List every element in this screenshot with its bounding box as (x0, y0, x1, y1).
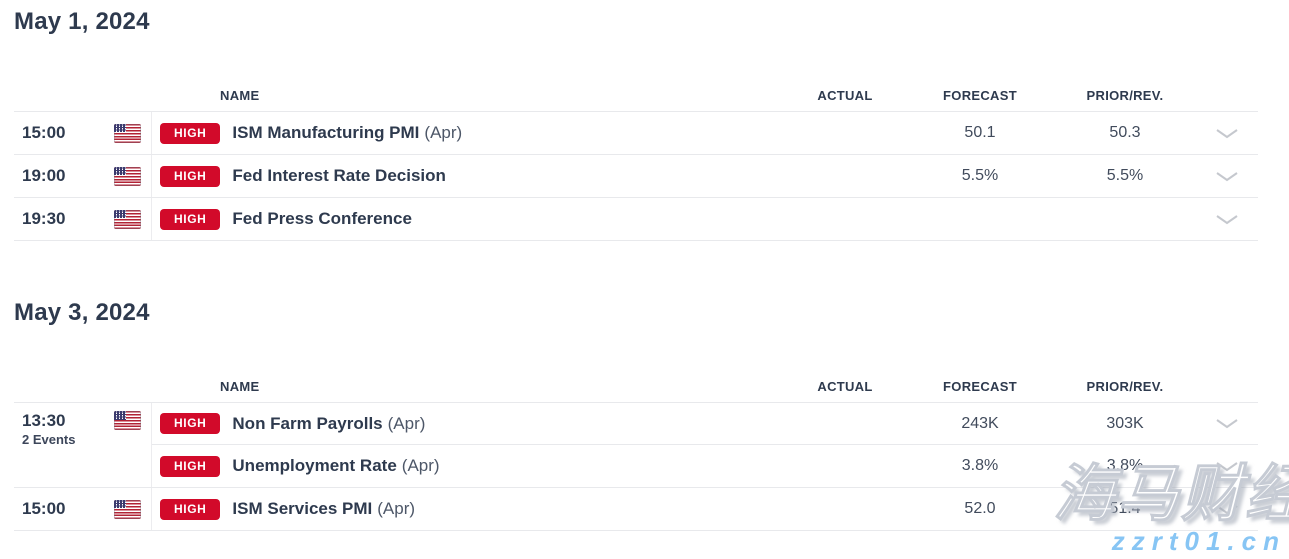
us-flag-icon (114, 209, 141, 229)
event-name-cell: HIGH ISM Services PMI (Apr) (152, 498, 785, 520)
event-time: 19:00 (22, 166, 66, 185)
event-group: 13:30 2 Events HIGH Non Farm Payrolls (A… (14, 403, 1258, 488)
time-cell: 19:30 (14, 198, 152, 240)
prior-value: 303K (1106, 414, 1144, 432)
event-name-cell: HIGH Fed Interest Rate Decision (152, 165, 785, 187)
event-name-cell: HIGH Fed Press Conference (152, 208, 785, 230)
column-header-prior: PRIOR/REV. (1086, 379, 1164, 394)
importance-badge: HIGH (160, 165, 221, 187)
prior-value: 50.3 (1109, 124, 1141, 141)
event-name-cell: HIGH Non Farm Payrolls (Apr) (152, 413, 785, 434)
event-time: 13:30 (22, 411, 66, 430)
calendar-day-section: May 1, 2024 NAME ACTUAL FORECAST PRIOR/R… (14, 8, 1258, 241)
chevron-down-icon (1215, 419, 1238, 429)
us-flag-icon (114, 166, 141, 186)
date-heading: May 1, 2024 (14, 8, 150, 35)
event-time: 15:00 (22, 499, 66, 518)
chevron-down-icon (1215, 171, 1238, 181)
column-header-forecast: FORECAST (943, 379, 1017, 394)
event-group: 19:30 HIGH Fed Press Conference (14, 198, 1258, 241)
event-name-cell: HIGH Unemployment Rate (Apr) (152, 455, 785, 477)
column-header-name: NAME (220, 88, 260, 103)
column-header-prior: PRIOR/REV. (1086, 88, 1164, 103)
importance-badge: HIGH (160, 122, 221, 144)
expand-row-button[interactable] (1195, 460, 1258, 473)
importance-badge: HIGH (160, 455, 221, 477)
expand-row-button[interactable] (1195, 127, 1258, 140)
time-cell: 15:00 (14, 112, 152, 154)
expand-row-button[interactable] (1195, 213, 1258, 226)
us-flag-icon (114, 499, 141, 519)
event-time: 15:00 (22, 123, 66, 142)
forecast-value: 243K (961, 414, 999, 432)
event-name-cell: HIGH ISM Manufacturing PMI (Apr) (152, 122, 785, 144)
event-period: (Apr) (377, 499, 416, 518)
prior-value: 3.8% (1106, 457, 1144, 474)
event-row[interactable]: HIGH Non Farm Payrolls (Apr) 243K 303K (152, 403, 1258, 445)
us-flag-icon (114, 123, 141, 143)
event-row[interactable]: HIGH Unemployment Rate (Apr) 3.8% 3.8% (152, 445, 1258, 487)
importance-badge: HIGH (160, 208, 221, 230)
forecast-value: 3.8% (961, 457, 999, 474)
chevron-down-icon (1215, 214, 1238, 224)
event-name: Non Farm Payrolls (232, 413, 383, 433)
date-heading: May 3, 2024 (14, 299, 150, 326)
importance-badge: HIGH (160, 413, 221, 434)
event-row[interactable]: HIGH Fed Interest Rate Decision 5.5% 5.5… (152, 155, 1258, 197)
event-group: 15:00 HIGH ISM Manufacturing PMI (Apr) 5… (14, 112, 1258, 155)
time-cell: 19:00 (14, 155, 152, 197)
time-cell: 13:30 2 Events (14, 403, 152, 487)
event-group: 15:00 HIGH ISM Services PMI (Apr) 52.0 5… (14, 488, 1258, 531)
event-group: 19:00 HIGH Fed Interest Rate Decision 5.… (14, 155, 1258, 198)
importance-badge: HIGH (160, 498, 221, 520)
table-header-row: NAME ACTUAL FORECAST PRIOR/REV. (14, 371, 1258, 403)
expand-row-button[interactable] (1195, 503, 1258, 516)
forecast-value: 52.0 (964, 500, 996, 517)
event-time: 19:30 (22, 209, 66, 228)
column-header-forecast: FORECAST (943, 88, 1017, 103)
events-table: NAME ACTUAL FORECAST PRIOR/REV. 13:30 2 … (14, 371, 1258, 531)
events-table: NAME ACTUAL FORECAST PRIOR/REV. 15:00 (14, 80, 1258, 241)
chevron-down-icon (1215, 128, 1238, 138)
event-name: ISM Services PMI (232, 499, 373, 518)
event-count-label: 2 Events (22, 432, 76, 447)
expand-row-button[interactable] (1195, 170, 1258, 183)
event-name: Unemployment Rate (232, 456, 397, 475)
expand-row-button[interactable] (1195, 417, 1258, 430)
us-flag-icon (114, 411, 141, 430)
event-period: (Apr) (401, 456, 440, 475)
event-name: ISM Manufacturing PMI (232, 123, 420, 142)
prior-value: 51.4 (1109, 500, 1141, 517)
event-row[interactable]: HIGH Fed Press Conference (152, 198, 1258, 240)
chevron-down-icon (1215, 461, 1238, 471)
column-header-actual: ACTUAL (817, 379, 873, 394)
event-row[interactable]: HIGH ISM Services PMI (Apr) 52.0 51.4 (152, 488, 1258, 530)
forecast-value: 50.1 (964, 124, 996, 141)
column-header-actual: ACTUAL (817, 88, 873, 103)
forecast-value: 5.5% (961, 167, 999, 184)
event-period: (Apr) (424, 123, 463, 142)
event-row[interactable]: HIGH ISM Manufacturing PMI (Apr) 50.1 50… (152, 112, 1258, 154)
calendar-day-section: May 3, 2024 NAME ACTUAL FORECAST PRIOR/R… (14, 299, 1258, 531)
prior-value: 5.5% (1106, 167, 1144, 184)
time-cell: 15:00 (14, 488, 152, 530)
column-header-name: NAME (220, 379, 260, 394)
event-name: Fed Press Conference (232, 209, 412, 228)
chevron-down-icon (1215, 504, 1238, 514)
event-period: (Apr) (387, 413, 426, 433)
table-header-row: NAME ACTUAL FORECAST PRIOR/REV. (14, 80, 1258, 112)
event-name: Fed Interest Rate Decision (232, 166, 446, 185)
